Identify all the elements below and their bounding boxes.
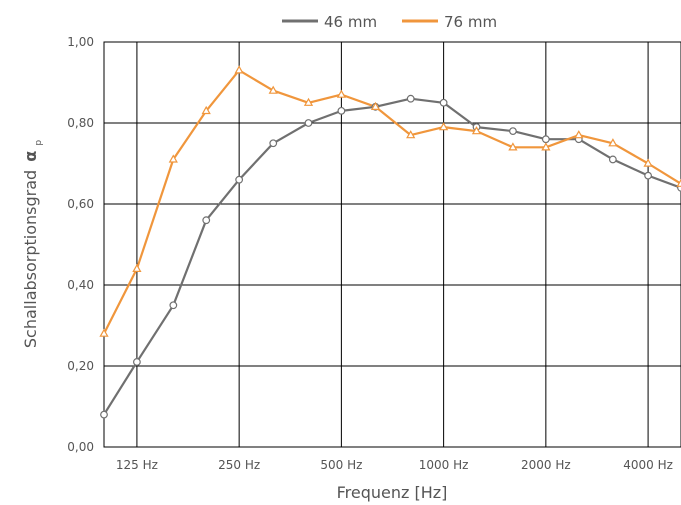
data-point [406,130,416,139]
legend: 46 mm 76 mm [282,13,497,31]
x-tick-label: 4000 Hz [623,458,673,472]
data-point [508,142,518,151]
x-tick-label: 2000 Hz [521,458,571,472]
y-tick-label: 1,00 [67,35,94,49]
y-axis-title-symbol: α [21,151,40,162]
x-axis-title: Frequenz [Hz] [337,483,448,502]
data-point [100,410,108,419]
data-point [304,119,313,127]
series-lines [103,69,681,416]
data-point [99,328,109,337]
data-point [643,158,653,167]
data-point [269,139,278,148]
x-tick-label: 125 Hz [116,458,158,472]
data-point [370,101,381,111]
series-line-1 [103,69,681,335]
y-tick-label: 0,20 [67,359,94,373]
x-tick-label: 1000 Hz [419,458,469,472]
data-point [336,89,347,98]
data-point [168,154,178,163]
x-tick-label: 250 Hz [218,458,260,472]
data-point [268,85,278,94]
data-point [676,178,681,187]
y-tick-label: 0,40 [67,278,94,292]
data-point [132,263,142,272]
data-point [406,94,415,103]
legend-label-76mm: 76 mm [444,13,497,31]
y-axis-title: Schallabsorptionsgrad α p [21,140,44,348]
series-markers [99,65,681,419]
data-point [509,127,517,136]
data-point [541,142,551,151]
legend-label-46mm: 46 mm [324,13,377,31]
data-point [234,65,244,74]
data-point [471,126,482,135]
x-tick-label: 500 Hz [320,458,362,472]
data-point [303,97,314,106]
y-tick-label: 0,60 [67,197,94,211]
tick-labels: 0,00 0,20 0,40 0,60 0,80 1,00 125 Hz 250 Hz 500 … [67,35,673,472]
data-point [235,175,244,184]
data-point [438,122,449,131]
y-axis-title-text: Schallabsorptionsgrad [21,170,40,348]
data-point [169,301,178,310]
data-point [202,216,211,225]
data-point [608,138,618,147]
y-tick-label: 0,80 [67,116,94,130]
data-point [608,155,617,164]
data-point [337,106,346,115]
y-axis-title-subscript: p [34,140,44,146]
series-line-0 [103,97,681,416]
y-tick-label: 0,00 [67,440,94,454]
grid [103,41,681,448]
data-point [541,135,550,144]
data-point [574,130,584,139]
data-point [201,105,211,115]
data-point [133,358,141,366]
data-point [644,171,652,180]
data-point [439,98,448,107]
